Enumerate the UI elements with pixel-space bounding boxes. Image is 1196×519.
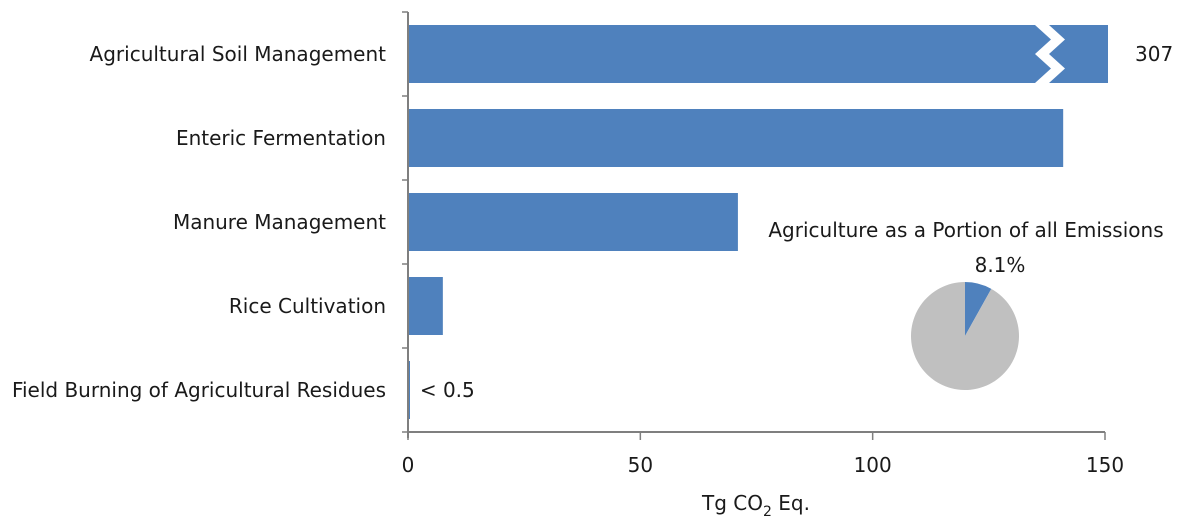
x-axis-title: Tg CO2 Eq. (701, 491, 810, 519)
pie-slice (965, 282, 992, 336)
category-label: Enteric Fermentation (176, 126, 386, 150)
bar (408, 109, 1064, 167)
x-axis-title-prefix: Tg CO (701, 491, 763, 515)
bar (408, 25, 1108, 83)
x-axis-title-subscript: 2 (763, 504, 772, 519)
category-label-group: Agricultural Soil Management Enteric Ferm… (12, 42, 386, 402)
pie-slice (910, 282, 1019, 390)
x-tick-label: 100 (854, 453, 892, 477)
data-label: < 0.5 (420, 378, 475, 402)
category-label: Rice Cultivation (229, 294, 386, 318)
x-tick-label: 50 (628, 453, 653, 477)
bar (408, 193, 738, 251)
category-label: Field Burning of Agricultural Residues (12, 378, 386, 402)
data-label-group: 307 < 0.5 (420, 42, 1173, 402)
tick-group: 0 50 100 150 (402, 432, 1124, 477)
bar-group (408, 25, 1108, 419)
pie-slice-group (910, 282, 1019, 390)
bar (408, 277, 443, 335)
pie-slice-label: 8.1% (975, 253, 1026, 277)
x-tick-label: 0 (402, 453, 415, 477)
axes-group (402, 11, 1105, 438)
x-tick-label: 150 (1086, 453, 1124, 477)
x-axis-title-suffix: Eq. (772, 491, 810, 515)
category-label: Manure Management (173, 210, 386, 234)
data-label: 307 (1135, 42, 1173, 66)
pie-title: Agriculture as a Portion of all Emission… (768, 218, 1163, 242)
category-label: Agricultural Soil Management (90, 42, 387, 66)
axis-break-gap (1035, 25, 1065, 83)
pie-inset: Agriculture as a Portion of all Emission… (768, 218, 1164, 390)
